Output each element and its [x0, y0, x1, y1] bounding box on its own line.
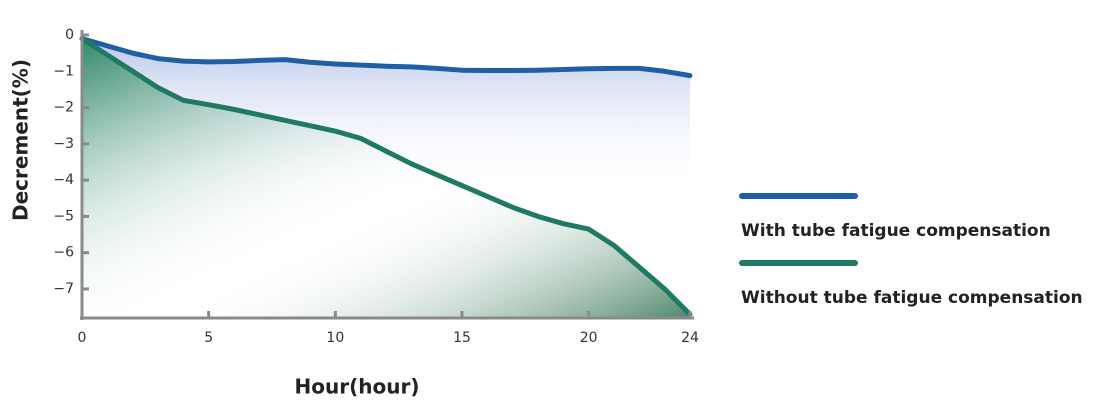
x-tick-label: 5 [204, 330, 213, 346]
y-axis-title: Decrement(%) [9, 59, 33, 221]
y-tick-label: −5 [53, 208, 74, 224]
legend-label: With tube fatigue compensation [741, 221, 1051, 241]
y-tick-label: −7 [53, 281, 74, 297]
y-tick-label: −3 [53, 136, 74, 152]
y-tick-label: −6 [53, 245, 74, 261]
x-tick-label: 0 [78, 330, 87, 346]
x-tick-label: 24 [681, 330, 699, 346]
x-tick-label: 15 [453, 330, 471, 346]
series-line [79, 36, 693, 79]
series-line [79, 36, 693, 317]
area-fill [82, 38, 690, 318]
legend-label: Without tube fatigue compensation [741, 288, 1083, 308]
y-tick-label: −2 [53, 100, 74, 116]
x-axis-title: Hour(hour) [295, 375, 420, 399]
y-tick-label: −4 [53, 172, 74, 188]
y-tick-label: 0 [65, 27, 74, 43]
x-tick-label: 20 [580, 330, 598, 346]
y-tick-label: −1 [53, 63, 74, 79]
x-tick-label: 10 [326, 330, 344, 346]
